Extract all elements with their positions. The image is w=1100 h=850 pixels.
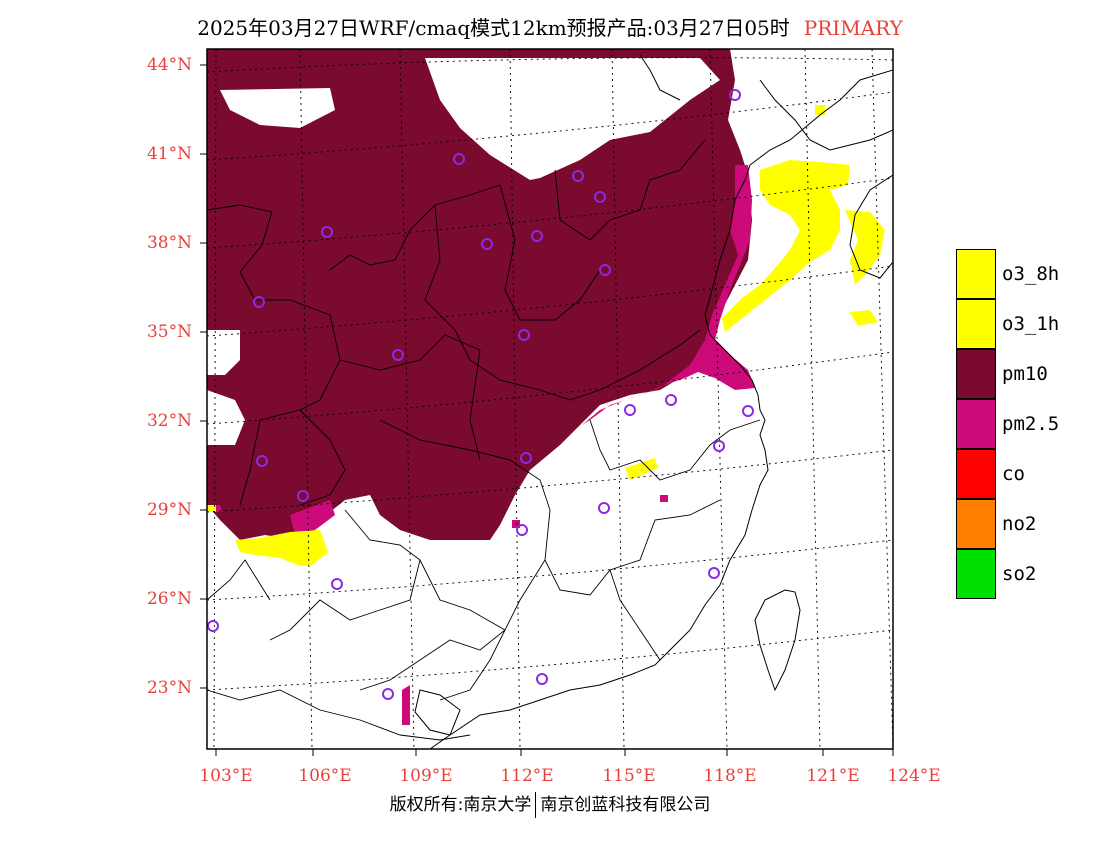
lat-label-38: 38°N — [146, 233, 192, 253]
map-title: 2025年03月27日WRF/cmaq模式12km预报产品:03月27日05时 P… — [0, 12, 1100, 41]
lat-label-29: 29°N — [146, 500, 192, 520]
lon-label-103: 103°E — [199, 766, 253, 786]
province-boundaries — [207, 139, 761, 741]
lon-label-115: 115°E — [602, 766, 656, 786]
legend-swatch — [956, 249, 996, 299]
legend-swatch — [956, 499, 996, 549]
axis-ticks — [200, 64, 894, 756]
lon-label-121: 121°E — [806, 766, 860, 786]
lon-label-124: 124°E — [887, 766, 941, 786]
legend-swatch — [956, 549, 996, 599]
lon-label-109: 109°E — [399, 766, 453, 786]
lat-label-26: 26°N — [146, 589, 192, 609]
lat-label-41: 41°N — [146, 144, 192, 164]
lat-label-23: 23°N — [146, 678, 192, 698]
legend-label: pm2.5 — [1002, 413, 1060, 435]
lon-label-112: 112°E — [500, 766, 554, 786]
coastline — [414, 54, 893, 749]
legend-label: no2 — [1002, 513, 1037, 535]
lat-label-35: 35°N — [146, 322, 192, 342]
legend-label: so2 — [1002, 563, 1037, 585]
copyright-right: 南京创蓝科技有限公司 — [540, 795, 711, 815]
station-markers — [207, 89, 754, 700]
copyright-separator — [535, 792, 537, 818]
legend-swatch — [956, 299, 996, 349]
legend-label: pm10 — [1002, 363, 1048, 385]
pm10-region — [207, 49, 752, 540]
legend-swatch — [956, 449, 996, 499]
legend-swatch — [956, 399, 996, 449]
lon-label-118: 118°E — [703, 766, 757, 786]
map-frame — [206, 48, 894, 750]
copyright: 版权所有:南京大学 南京创蓝科技有限公司 — [0, 790, 1100, 818]
graticule — [207, 49, 893, 749]
lat-label-32: 32°N — [146, 411, 192, 431]
legend-label: o3_1h — [1002, 313, 1060, 335]
copyright-left: 版权所有:南京大学 — [389, 795, 532, 815]
lat-label-44: 44°N — [146, 55, 192, 75]
map-title-main: 2025年03月27日WRF/cmaq模式12km预报产品:03月27日05时 — [197, 16, 790, 40]
legend-label: co — [1002, 463, 1025, 485]
legend-label: o3_8h — [1002, 263, 1060, 285]
map-title-tag: PRIMARY — [803, 16, 903, 40]
lon-label-106: 106°E — [298, 766, 352, 786]
legend-swatch — [956, 349, 996, 399]
